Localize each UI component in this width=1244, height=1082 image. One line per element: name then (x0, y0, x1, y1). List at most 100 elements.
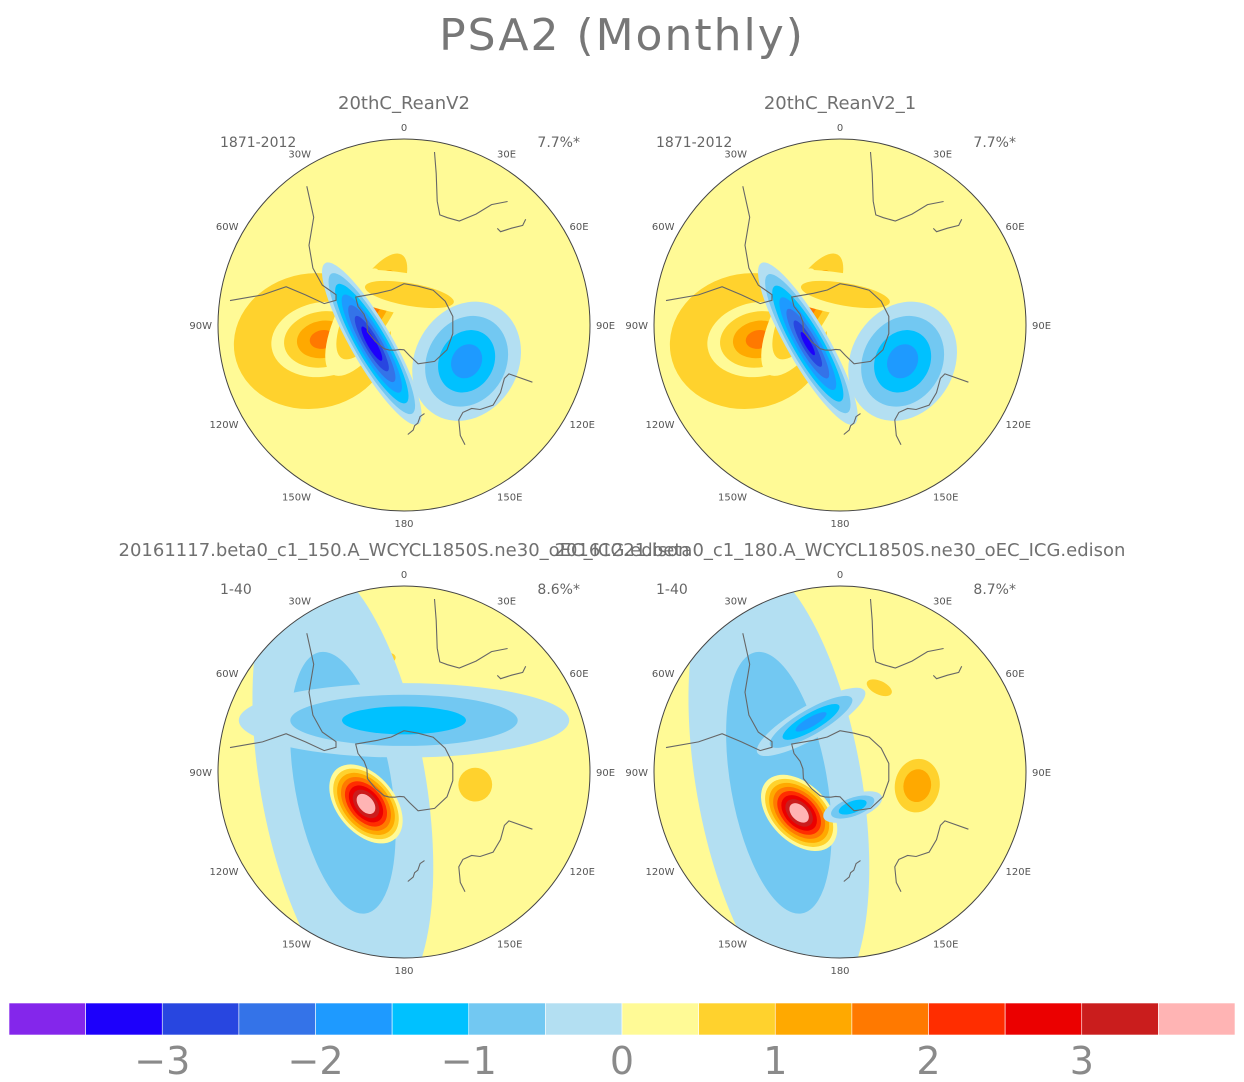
lon-label-90w: 90W (625, 321, 648, 332)
contour-level (364, 280, 454, 309)
years-label: 1-40 (656, 582, 688, 598)
lon-label-60w: 60W (652, 222, 675, 233)
australia-outline (458, 373, 533, 445)
lon-label-150e: 150E (933, 493, 958, 504)
lon-label-120w: 120W (210, 867, 239, 878)
anomaly-center-4 (238, 683, 570, 758)
contour-level (838, 799, 867, 815)
colorbar-swatch (315, 1002, 393, 1036)
contour-level (887, 344, 919, 379)
map-panel-3: 0 30E 60E 90E 120E 150E 180 150W 120W 90W 60W 30W 20… (119, 540, 690, 977)
lon-label-30e: 30E (497, 597, 516, 608)
madagascar-outline (932, 665, 963, 680)
lon-label-120w: 120W (646, 867, 675, 878)
colorbar-tick-label: 0 (610, 1039, 634, 1082)
colorbar-swatch (621, 1002, 699, 1036)
lon-label-150w: 150W (718, 493, 747, 504)
antarctica-outline (791, 730, 890, 812)
contour-level (451, 344, 483, 379)
coastline (229, 151, 533, 445)
panel-title: 20thC_ReanV2 (338, 93, 470, 114)
lon-label-30w: 30W (724, 597, 747, 608)
lon-label-180: 180 (830, 519, 849, 530)
lon-label-60w: 60W (216, 669, 239, 680)
contour-level (800, 331, 815, 356)
new-zealand-outline (407, 860, 425, 882)
lon-label-60e: 60E (1006, 669, 1025, 680)
lon-label-30e: 30E (497, 150, 516, 161)
antarctica-outline (355, 283, 454, 365)
lon-label-60e: 60E (1006, 222, 1025, 233)
south-america-outline (229, 186, 337, 305)
contour-level (458, 767, 493, 802)
anomaly-center-8 (848, 301, 957, 421)
lon-label-150w: 150W (282, 493, 311, 504)
colorbar-swatch (85, 1002, 163, 1036)
colorbar-tick-label: 3 (1070, 1039, 1094, 1082)
anomaly-center-7 (321, 262, 422, 425)
lon-label-180: 180 (830, 966, 849, 977)
contour-level (342, 706, 466, 735)
australia-outline (458, 820, 533, 892)
anomaly-field (654, 586, 1026, 958)
years-label: 1871-2012 (656, 135, 732, 151)
colorbar-swatch (238, 1002, 316, 1036)
lon-label-150e: 150E (497, 940, 522, 951)
variance-label: 8.7%* (973, 582, 1016, 598)
lon-label-90e: 90E (596, 768, 615, 779)
lon-label-90e: 90E (596, 321, 615, 332)
anomaly-field (654, 139, 1026, 511)
anomaly-center-8 (412, 301, 521, 421)
madagascar-outline (932, 218, 963, 233)
anomaly-center-4 (756, 687, 866, 757)
anomaly-field (218, 139, 590, 511)
panel-title: 20161221.beta0_c1_180.A_WCYCL1850S.ne30_… (555, 540, 1126, 561)
contour-level (360, 798, 372, 810)
map-panels: 0 30E 60E 90E 120E 150E 180 150W 120W 90W 60W 30W 20… (119, 93, 1126, 977)
anomaly-center-2 (856, 672, 903, 704)
lon-label-30w: 30W (288, 150, 311, 161)
lon-label-30e: 30E (933, 150, 952, 161)
anomaly-center-5 (761, 774, 838, 852)
lon-label-60w: 60W (216, 222, 239, 233)
colorbar-tick-label: 2 (916, 1039, 940, 1082)
africa-outline (869, 598, 944, 669)
lon-label-150e: 150E (933, 940, 958, 951)
africa-outline (433, 598, 508, 669)
lon-label-120e: 120E (570, 867, 595, 878)
lon-label-30w: 30W (288, 597, 311, 608)
lon-label-90e: 90E (1032, 768, 1051, 779)
lon-label-0: 0 (837, 570, 843, 581)
anomaly-center-5 (329, 764, 403, 844)
map-panel-1: 0 30E 60E 90E 120E 150E 180 150W 120W 90W 60W 30W 20… (189, 93, 615, 530)
australia-outline (894, 373, 969, 445)
colorbar-swatch (468, 1002, 546, 1036)
lon-label-180: 180 (394, 966, 413, 977)
years-label: 1871-2012 (220, 135, 296, 151)
south-america-outline (229, 633, 337, 752)
lon-label-150w: 150W (718, 940, 747, 951)
colorbar-swatch (928, 1002, 1006, 1036)
lon-label-90w: 90W (189, 321, 212, 332)
anomaly-center-6 (763, 269, 927, 320)
contour-level (793, 807, 805, 819)
lon-label-0: 0 (401, 123, 407, 134)
antarctica-outline (355, 730, 454, 812)
lon-label-120e: 120E (1006, 867, 1031, 878)
colorbar-tick-label: −2 (287, 1039, 343, 1082)
madagascar-outline (496, 665, 527, 680)
lon-label-90e: 90E (1032, 321, 1051, 332)
anomaly-center-6 (446, 755, 505, 814)
lon-label-30e: 30E (933, 597, 952, 608)
lon-label-90w: 90W (189, 768, 212, 779)
colorbar-swatch (161, 1002, 240, 1036)
colorbar-swatch (391, 1002, 470, 1036)
new-zealand-outline (843, 860, 861, 882)
colorbar-swatch (851, 1002, 929, 1036)
coastline (665, 598, 969, 892)
variance-label: 7.7%* (973, 135, 1016, 151)
africa-outline (869, 151, 944, 222)
lon-label-60w: 60W (652, 669, 675, 680)
colorbar-swatch (1081, 1002, 1159, 1036)
